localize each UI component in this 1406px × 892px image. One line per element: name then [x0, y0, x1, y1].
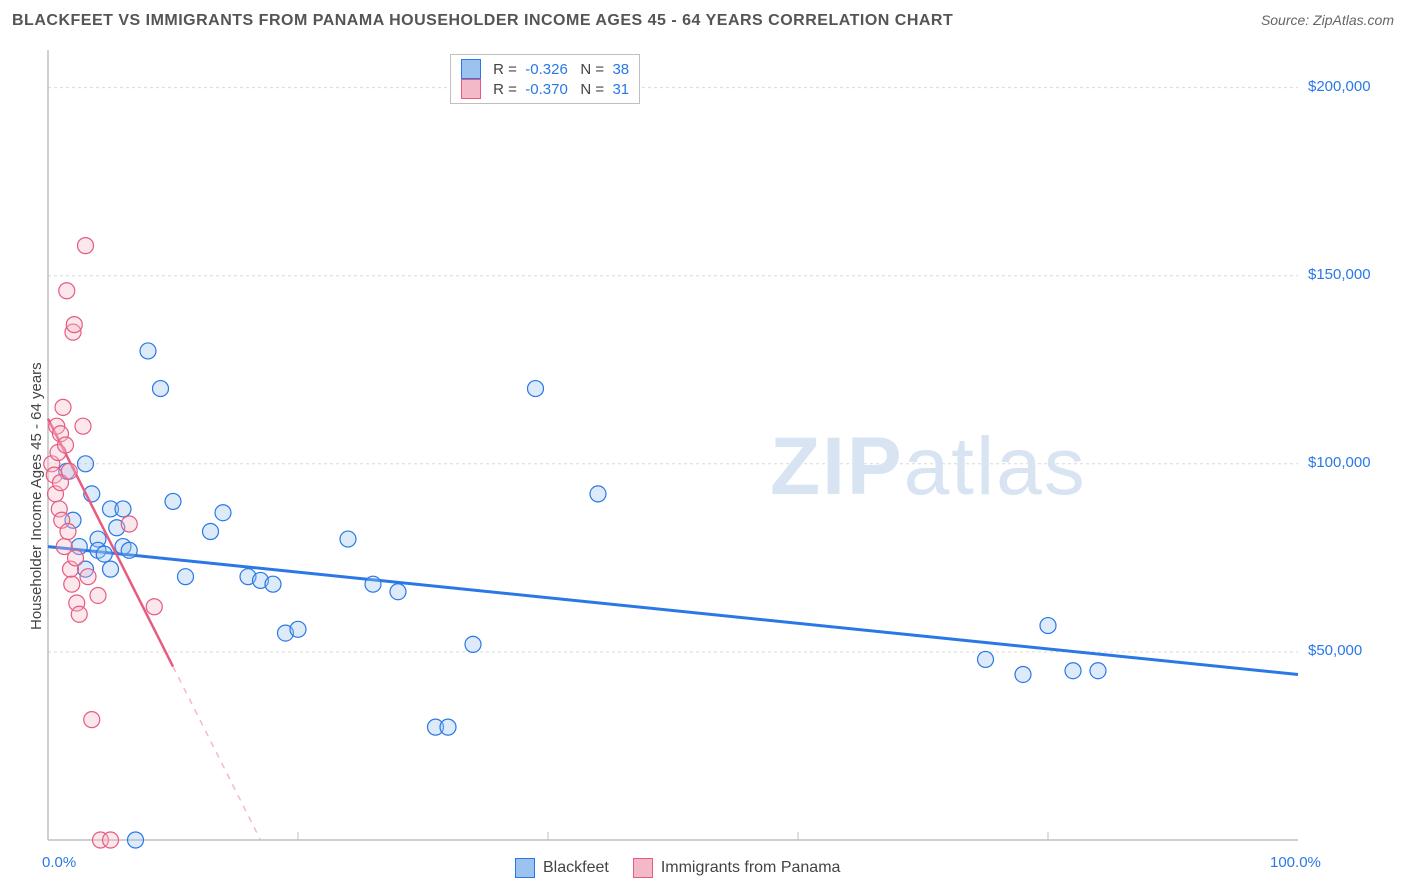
legend-stats: R = -0.326 N = 38 — [489, 61, 629, 78]
series-legend-label: Blackfeet — [543, 859, 609, 877]
legend-stats: R = -0.370 N = 31 — [489, 81, 629, 98]
y-tick-label: $150,000 — [1308, 266, 1371, 283]
y-tick-label: $50,000 — [1308, 642, 1362, 659]
legend-row: R = -0.326 N = 38 — [461, 59, 629, 79]
series-legend: Blackfeet Immigrants from Panama — [515, 858, 840, 878]
y-tick-label: $200,000 — [1308, 78, 1371, 95]
legend-swatch — [461, 79, 481, 99]
legend-swatch — [461, 59, 481, 79]
scatter-plot — [0, 0, 1406, 892]
legend-swatch — [515, 858, 535, 878]
correlation-legend: R = -0.326 N = 38 R = -0.370 N = 31 — [450, 54, 640, 104]
legend-swatch — [633, 858, 653, 878]
legend-row: R = -0.370 N = 31 — [461, 79, 629, 99]
series-legend-item: Immigrants from Panama — [633, 858, 841, 878]
series-legend-item: Blackfeet — [515, 858, 609, 878]
series-legend-label: Immigrants from Panama — [661, 859, 841, 877]
x-tick-min: 0.0% — [42, 854, 76, 871]
x-tick-max: 100.0% — [1270, 854, 1321, 871]
y-tick-label: $100,000 — [1308, 454, 1371, 471]
